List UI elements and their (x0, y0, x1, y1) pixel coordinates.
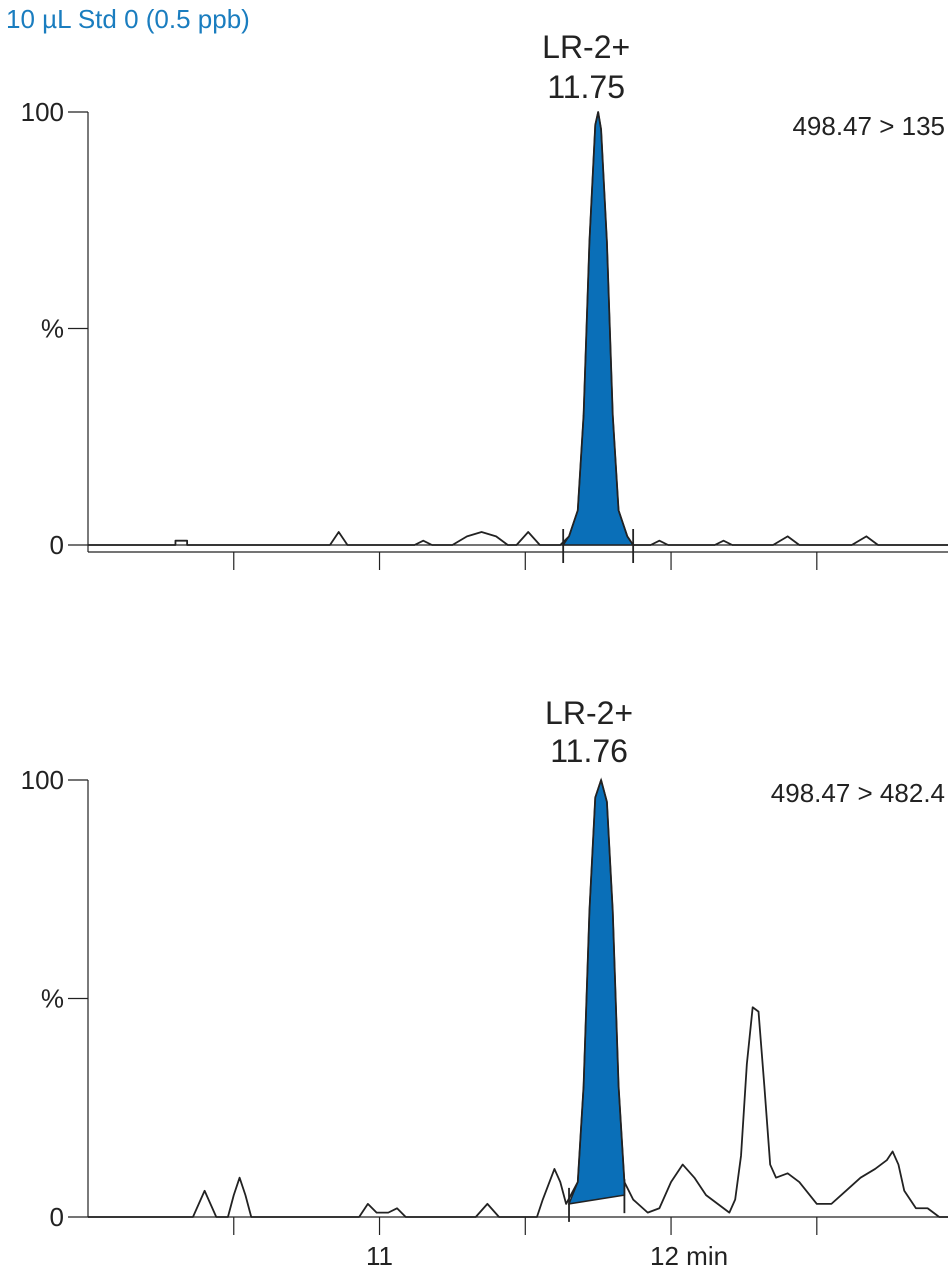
y-tick-label: 0 (50, 530, 64, 560)
y-tick-label: 100 (21, 97, 64, 127)
x-tick-label: 11 (366, 1241, 393, 1271)
chromatogram-panel-bottom: 100% 0 11 12 min LR-2+11.76 498.47 > 482.4 (21, 695, 948, 1271)
peak-rt-label: 11.76 (550, 733, 628, 769)
peak-name-label: LR-2+ (545, 695, 633, 731)
y-tick-label: 100 (21, 765, 64, 795)
mrm-transition-label: 498.47 > 482.4 (771, 778, 945, 808)
y-tick-label: % (41, 984, 64, 1014)
trace-line (88, 111, 948, 546)
y-tick-label: % (41, 314, 64, 344)
peak-name-label: LR-2+ (542, 29, 630, 65)
y-tick-label: 0 (50, 1202, 64, 1232)
chromatogram-panel-top: 100% 0 LR-2+ 11.75 498.47 > 135 (21, 29, 948, 570)
integrated-peak-area (561, 111, 635, 546)
mrm-transition-label: 498.47 > 135 (792, 111, 945, 141)
peak-rt-label: 11.75 (547, 69, 625, 105)
sample-title: 10 µL Std 0 (0.5 ppb) (6, 4, 250, 34)
x-tick-label: 12 min (650, 1241, 728, 1271)
trace-line (88, 779, 948, 1218)
